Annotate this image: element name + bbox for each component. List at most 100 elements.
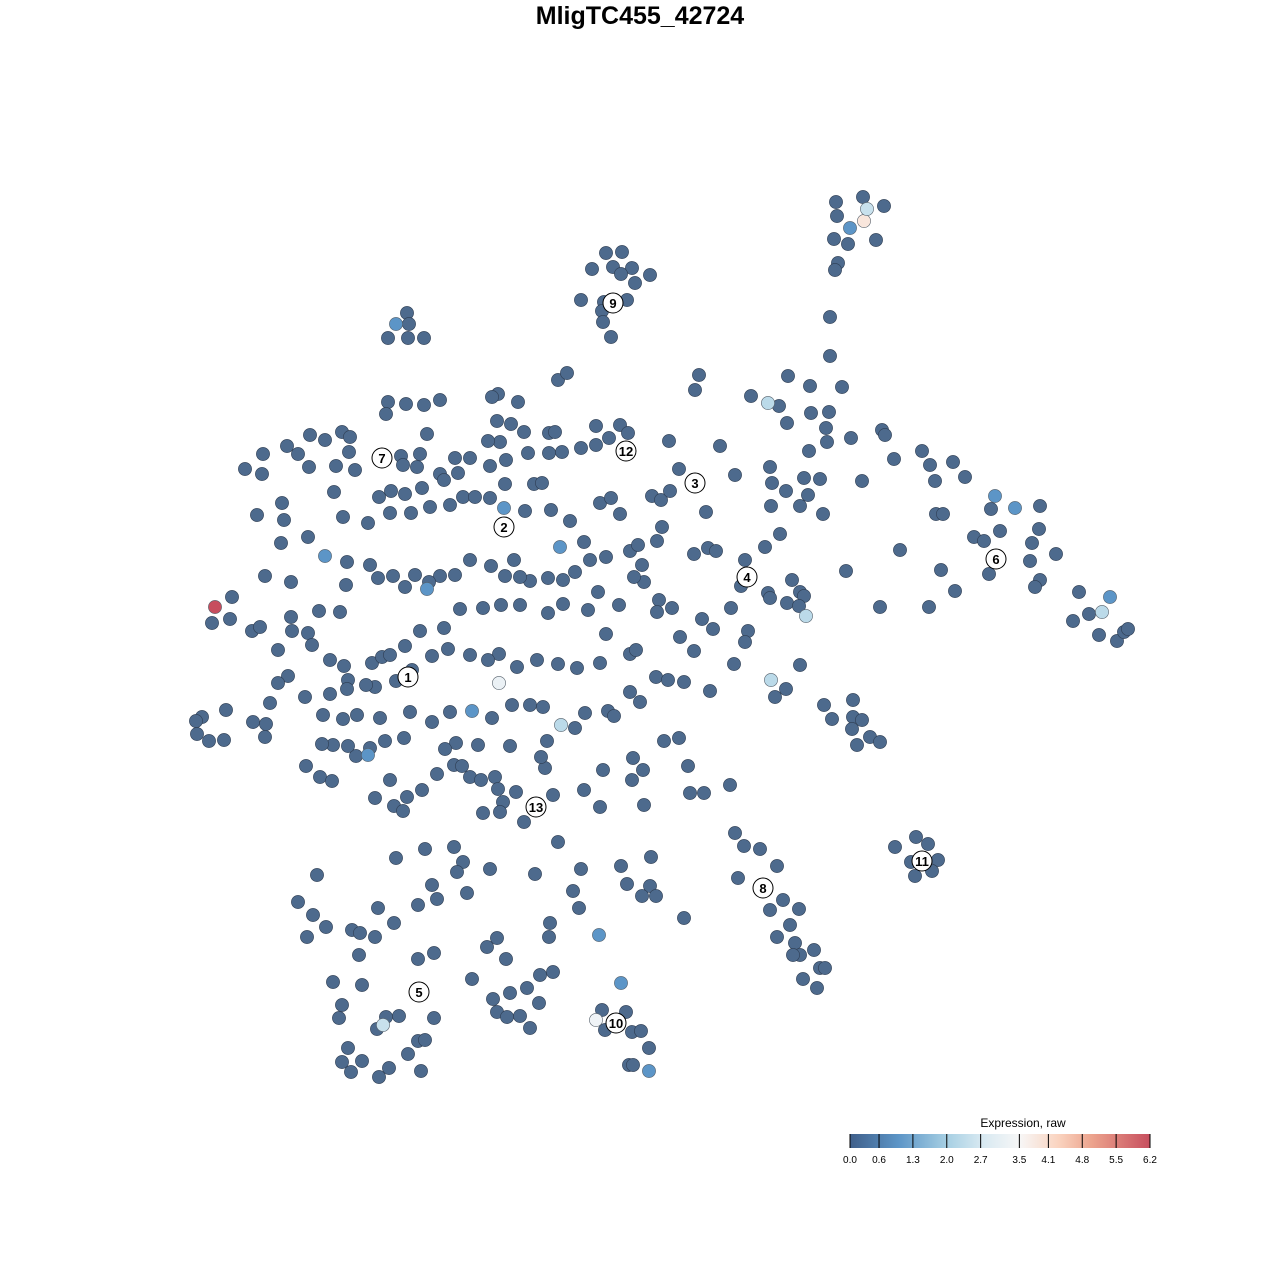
data-point	[305, 638, 319, 652]
data-point	[521, 446, 535, 460]
data-point	[977, 534, 991, 548]
data-point	[583, 553, 597, 567]
data-point	[450, 865, 464, 879]
data-point	[329, 459, 343, 473]
data-point	[363, 558, 377, 572]
cluster-label-text: 2	[500, 520, 507, 535]
data-point	[635, 558, 649, 572]
data-point	[310, 868, 324, 882]
cluster-label: 12	[615, 440, 637, 462]
data-point-expressing	[1008, 501, 1022, 515]
data-point	[604, 491, 618, 505]
data-point	[556, 597, 570, 611]
data-point	[593, 656, 607, 670]
data-point	[928, 474, 942, 488]
data-point	[793, 499, 807, 513]
data-point	[823, 310, 837, 324]
data-point	[737, 839, 751, 853]
data-point	[613, 507, 627, 521]
data-point	[614, 267, 628, 281]
data-point	[417, 331, 431, 345]
data-point	[335, 998, 349, 1012]
data-point	[312, 604, 326, 618]
data-point	[411, 952, 425, 966]
data-point	[763, 591, 777, 605]
data-point	[563, 514, 577, 528]
data-point	[448, 568, 462, 582]
data-point	[768, 690, 782, 704]
data-point	[463, 451, 477, 465]
data-point	[483, 491, 497, 505]
data-point	[542, 930, 556, 944]
data-point	[318, 433, 332, 447]
data-point	[673, 630, 687, 644]
data-point	[807, 943, 821, 957]
data-point	[255, 467, 269, 481]
data-point	[408, 568, 422, 582]
data-point	[665, 601, 679, 615]
data-point	[500, 1010, 514, 1024]
data-point	[544, 503, 558, 517]
data-point	[1049, 547, 1063, 561]
data-point	[415, 783, 429, 797]
cluster-label-text: 13	[529, 800, 543, 815]
data-point	[427, 946, 441, 960]
cluster-label: 3	[684, 472, 706, 494]
legend-tick-label: 5.5	[1109, 1155, 1123, 1166]
data-point	[1072, 585, 1086, 599]
data-point	[401, 1047, 415, 1061]
data-point	[1033, 499, 1047, 513]
data-point	[570, 661, 584, 675]
data-point	[649, 889, 663, 903]
data-point	[485, 711, 499, 725]
data-point	[776, 893, 790, 907]
cluster-label: 10	[605, 1012, 627, 1034]
data-point	[465, 972, 479, 986]
data-point	[835, 380, 849, 394]
data-point-expressing	[376, 1018, 390, 1032]
data-point-expressing	[492, 676, 506, 690]
data-point-expressing	[497, 501, 511, 515]
data-point-expressing	[389, 317, 403, 331]
cluster-label: 11	[911, 850, 933, 872]
data-point	[392, 1009, 406, 1023]
data-point	[830, 209, 844, 223]
data-point	[493, 805, 507, 819]
data-point	[352, 948, 366, 962]
data-point	[753, 842, 767, 856]
data-point	[893, 543, 907, 557]
data-point	[453, 602, 467, 616]
data-point	[534, 750, 548, 764]
data-point	[447, 840, 461, 854]
data-point	[258, 730, 272, 744]
data-point	[420, 427, 434, 441]
cluster-label-text: 10	[609, 1016, 623, 1031]
data-point	[596, 763, 610, 777]
data-point	[915, 444, 929, 458]
data-point	[256, 447, 270, 461]
legend-tick-label: 2.0	[940, 1155, 954, 1166]
data-point	[438, 742, 452, 756]
data-point-expressing	[1103, 590, 1117, 604]
data-point	[993, 524, 1007, 538]
data-point	[223, 612, 237, 626]
data-point	[396, 804, 410, 818]
data-point	[238, 462, 252, 476]
data-point	[518, 504, 532, 518]
data-point	[649, 670, 663, 684]
data-point	[577, 783, 591, 797]
data-point	[303, 428, 317, 442]
data-point	[556, 573, 570, 587]
data-point-expressing	[860, 202, 874, 216]
data-point	[291, 895, 305, 909]
data-point	[888, 840, 902, 854]
data-point	[476, 806, 490, 820]
data-point	[485, 390, 499, 404]
data-point	[1121, 622, 1135, 636]
data-point	[655, 520, 669, 534]
data-point	[828, 263, 842, 277]
data-point	[758, 540, 772, 554]
data-point	[341, 1041, 355, 1055]
data-point	[636, 763, 650, 777]
data-point	[650, 605, 664, 619]
